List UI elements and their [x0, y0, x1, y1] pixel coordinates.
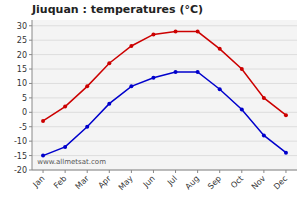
x-tick: [153, 170, 154, 173]
point: [240, 67, 244, 71]
point: [129, 84, 133, 88]
x-tick-label: Dec: [272, 174, 289, 191]
x-tick: [109, 170, 110, 173]
point: [41, 119, 45, 123]
x-tick: [285, 170, 286, 173]
x-tick: [65, 170, 66, 173]
point: [63, 105, 67, 109]
y-tick-label: 15: [17, 65, 27, 74]
grid-line: [32, 112, 297, 113]
y-tick-label: 5: [22, 94, 27, 103]
point: [107, 61, 111, 65]
y-tick-label: -5: [19, 123, 27, 132]
x-tick-label: Aug: [184, 174, 201, 191]
grid-line: [32, 69, 297, 70]
point: [129, 44, 133, 48]
grid-line: [32, 40, 297, 41]
y-axis: [32, 20, 33, 170]
x-tick-label: Sep: [206, 174, 223, 191]
x-tick: [263, 170, 264, 173]
grid-line: [32, 83, 297, 84]
point: [196, 30, 200, 34]
point: [85, 84, 89, 88]
x-tick: [241, 170, 242, 173]
point: [107, 102, 111, 106]
x-tick: [175, 170, 176, 173]
point: [218, 47, 222, 51]
point: [284, 113, 288, 117]
annotation: www.allmetsat.com: [37, 158, 106, 166]
point: [41, 154, 45, 158]
x-tick-label: Apr: [97, 174, 114, 191]
x-axis: [32, 170, 297, 171]
grid-line: [32, 170, 297, 171]
line: [43, 32, 286, 121]
x-tick-label: Nov: [250, 174, 268, 192]
x-tick-label: Jan: [31, 174, 47, 190]
x-tick: [131, 170, 132, 173]
y-tick-label: 0: [22, 108, 27, 117]
point: [174, 70, 178, 74]
point: [196, 70, 200, 74]
point: [284, 151, 288, 155]
grid-line: [32, 155, 297, 156]
chart: -20 -15 -10 -5 0 5 10 15 20 25 30 Jan Feb Mar AprMay Ju…: [0, 0, 305, 200]
y-tick-label: -20: [14, 166, 27, 175]
point: [151, 32, 155, 36]
y-tick-label: 25: [17, 36, 27, 45]
y-tick-label: 20: [17, 51, 27, 60]
grid-line: [32, 97, 297, 98]
point: [151, 76, 155, 80]
x-tick-label: Jul: [165, 174, 179, 188]
grid-line: [32, 25, 297, 26]
y-tick-label: -10: [14, 137, 27, 146]
x-tick: [219, 170, 220, 173]
series-group: [41, 30, 288, 158]
point: [85, 125, 89, 129]
y-tick-label: -15: [14, 152, 27, 161]
grid-line: [32, 54, 297, 55]
plot-area: [32, 20, 297, 170]
point: [240, 107, 244, 111]
y-tick-label: 30: [17, 22, 27, 31]
x-tick: [43, 170, 44, 173]
x-tick-label: Oct: [229, 174, 245, 190]
point: [262, 133, 266, 137]
x-tick-label: May: [117, 174, 135, 192]
title: Jiuquan : temperatures (°C): [31, 3, 203, 16]
x-tick-label: Feb: [52, 174, 68, 190]
x-tick-label: Mar: [74, 174, 92, 192]
point: [262, 96, 266, 100]
point: [218, 87, 222, 91]
y-tick-label: 10: [17, 79, 27, 88]
point: [63, 145, 67, 149]
x-tick: [87, 170, 88, 173]
x-tick-label: Jun: [141, 174, 157, 190]
x-tick: [197, 170, 198, 173]
point: [174, 30, 178, 34]
line: [43, 72, 286, 156]
